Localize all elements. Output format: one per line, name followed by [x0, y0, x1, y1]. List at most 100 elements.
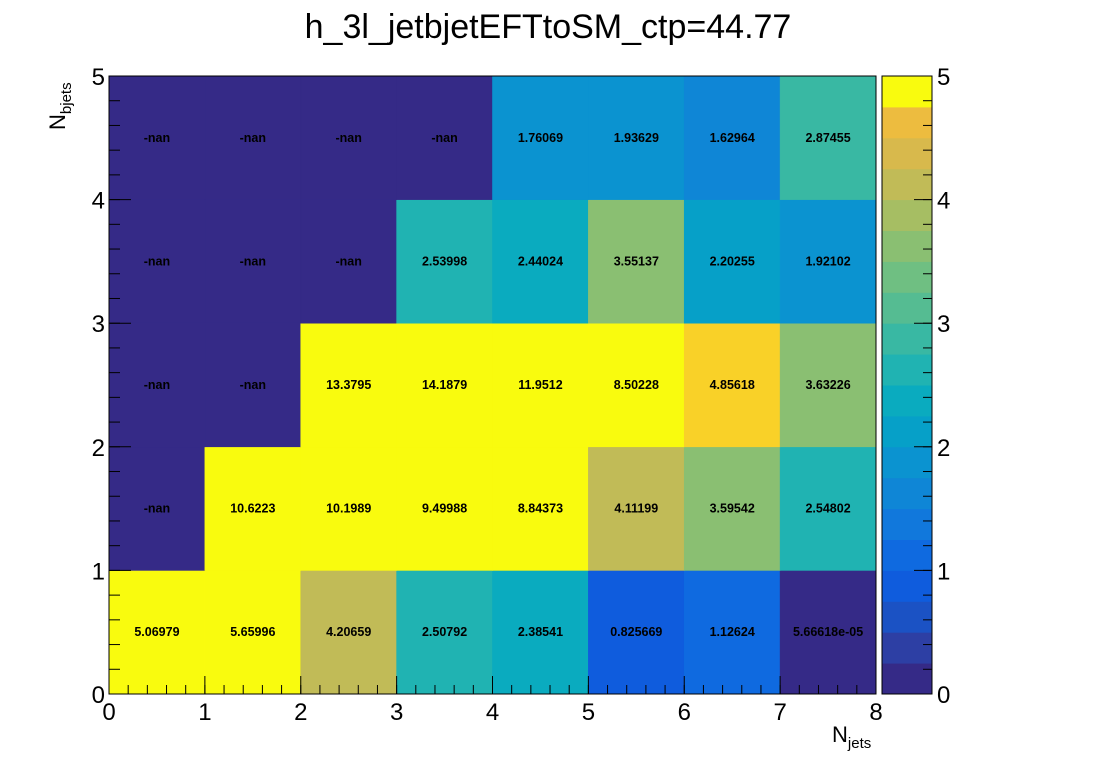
x-tick-label: 2 [294, 699, 307, 726]
cell-value-label: 3.55137 [614, 254, 659, 268]
heatmap-cell [779, 75, 877, 200]
cell-value-label: -nan [144, 502, 170, 516]
color-scale-frame [881, 75, 933, 695]
color-scale-step [882, 199, 932, 231]
color-scale-step [882, 446, 932, 479]
color-scale-step [882, 230, 932, 262]
heatmap-cell [108, 570, 206, 695]
color-scale-step [882, 539, 932, 571]
cell-value-label: 2.54802 [805, 502, 850, 516]
cell-value-label: 10.1989 [326, 502, 371, 516]
cell-value-label: 9.49988 [422, 502, 467, 516]
cell-value-label: 4.11199 [614, 502, 658, 516]
cell-value-label: -nan [240, 378, 266, 392]
color-scale-step [882, 385, 932, 417]
heatmap-cell [300, 75, 397, 200]
cell-value-label: 3.59542 [710, 502, 755, 516]
heatmap-cell [204, 199, 302, 324]
cell-value-label: -nan [335, 131, 361, 145]
color-scale-tick-label: 1 [937, 558, 950, 585]
heatmap-cell [683, 75, 781, 200]
color-scale-tick-label: 3 [937, 311, 950, 338]
color-scale-step [882, 354, 932, 386]
heatmap-cells [108, 75, 877, 695]
heatmap-cell [492, 199, 589, 324]
cell-value-label: 2.38541 [518, 625, 563, 639]
color-scale-tick-label: 2 [937, 435, 950, 462]
color-scale-tick-label: 4 [937, 188, 950, 215]
color-scale-step [882, 601, 932, 633]
heatmap-cell [492, 322, 589, 448]
color-scale-step [882, 477, 932, 510]
cell-value-label: 14.1879 [422, 378, 467, 392]
cell-value-label: 5.06979 [134, 625, 179, 639]
cell-value-label: 4.20659 [326, 625, 371, 639]
heatmap-cell [779, 570, 877, 695]
cell-value-label: 0.825669 [610, 625, 662, 639]
y-axis-label-sub: bjets [58, 82, 75, 114]
x-axis: 0 1 2 3 4 5 6 7 8 [102, 676, 883, 726]
cell-value-label: 4.85618 [710, 378, 755, 392]
heatmap-cell [396, 570, 493, 695]
cell-value-label: 2.53998 [422, 254, 467, 268]
x-tick-label: 6 [678, 699, 691, 726]
y-tick-label: 5 [92, 64, 105, 91]
color-scale-axis: 0 1 2 3 4 5 [914, 64, 950, 709]
heatmap-cell [108, 199, 206, 324]
cell-value-label: 13.3795 [326, 378, 371, 392]
heatmap-cell [396, 199, 493, 324]
cell-value-label: 1.12624 [710, 625, 755, 639]
color-scale-tick-label: 0 [937, 682, 950, 709]
heatmap-cell [492, 75, 589, 200]
heatmap-cell [683, 322, 781, 448]
cell-value-label: -nan [431, 131, 457, 145]
cell-value-label: 10.6223 [230, 502, 275, 516]
x-tick-label: 5 [582, 699, 595, 726]
color-scale-step [882, 508, 932, 540]
cell-value-label: -nan [240, 131, 266, 145]
heatmap-cell [588, 570, 685, 695]
cell-value-label: 11.9512 [518, 378, 563, 392]
x-axis-label-sub: jets [847, 735, 871, 752]
x-tick-label: 0 [102, 699, 115, 726]
cell-value-label: 2.87455 [805, 131, 850, 145]
color-scale-step [882, 292, 932, 324]
cell-value-label: 5.65996 [230, 625, 275, 639]
cell-value-label: 8.50228 [614, 378, 659, 392]
x-tick-label: 3 [390, 699, 403, 726]
heatmap-cell [204, 322, 302, 448]
heatmap-cell [204, 75, 302, 200]
x-tick-label: 1 [198, 699, 211, 726]
heatmap-cell [396, 446, 493, 571]
x-axis-label: Njets [832, 722, 871, 752]
heatmap-cell [204, 446, 302, 571]
cell-value-label: -nan [335, 254, 361, 268]
color-scale-step [882, 415, 932, 448]
color-scale-tick-label: 5 [937, 64, 950, 91]
heatmap-cell [300, 199, 397, 324]
cell-value-label: 1.62964 [710, 131, 755, 145]
y-tick-label: 3 [92, 311, 105, 338]
cell-value-label: 1.93629 [614, 131, 659, 145]
y-tick-label: 4 [92, 188, 105, 215]
y-tick-label: 1 [92, 558, 105, 585]
cell-value-label: 2.20255 [710, 254, 755, 268]
cell-value-label: -nan [144, 131, 170, 145]
y-tick-label: 2 [92, 435, 105, 462]
cell-value-label: -nan [144, 254, 170, 268]
heatmap-cell [108, 322, 206, 448]
color-scale-step [882, 137, 932, 170]
chart-title: h_3l_jetbjetEFTtoSM_ctp=44.77 [305, 8, 792, 46]
y-tick-label: 0 [92, 682, 105, 709]
color-scale-bar [881, 75, 933, 695]
heatmap-cell [588, 75, 685, 200]
color-scale-step [882, 570, 932, 602]
color-scale-step [882, 663, 932, 695]
x-tick-label: 7 [773, 699, 786, 726]
x-axis-label-main: N [832, 722, 848, 747]
color-scale-step [882, 261, 932, 293]
heatmap-cell [492, 570, 589, 695]
color-scale-step [882, 76, 932, 108]
color-scale-step [882, 168, 932, 201]
